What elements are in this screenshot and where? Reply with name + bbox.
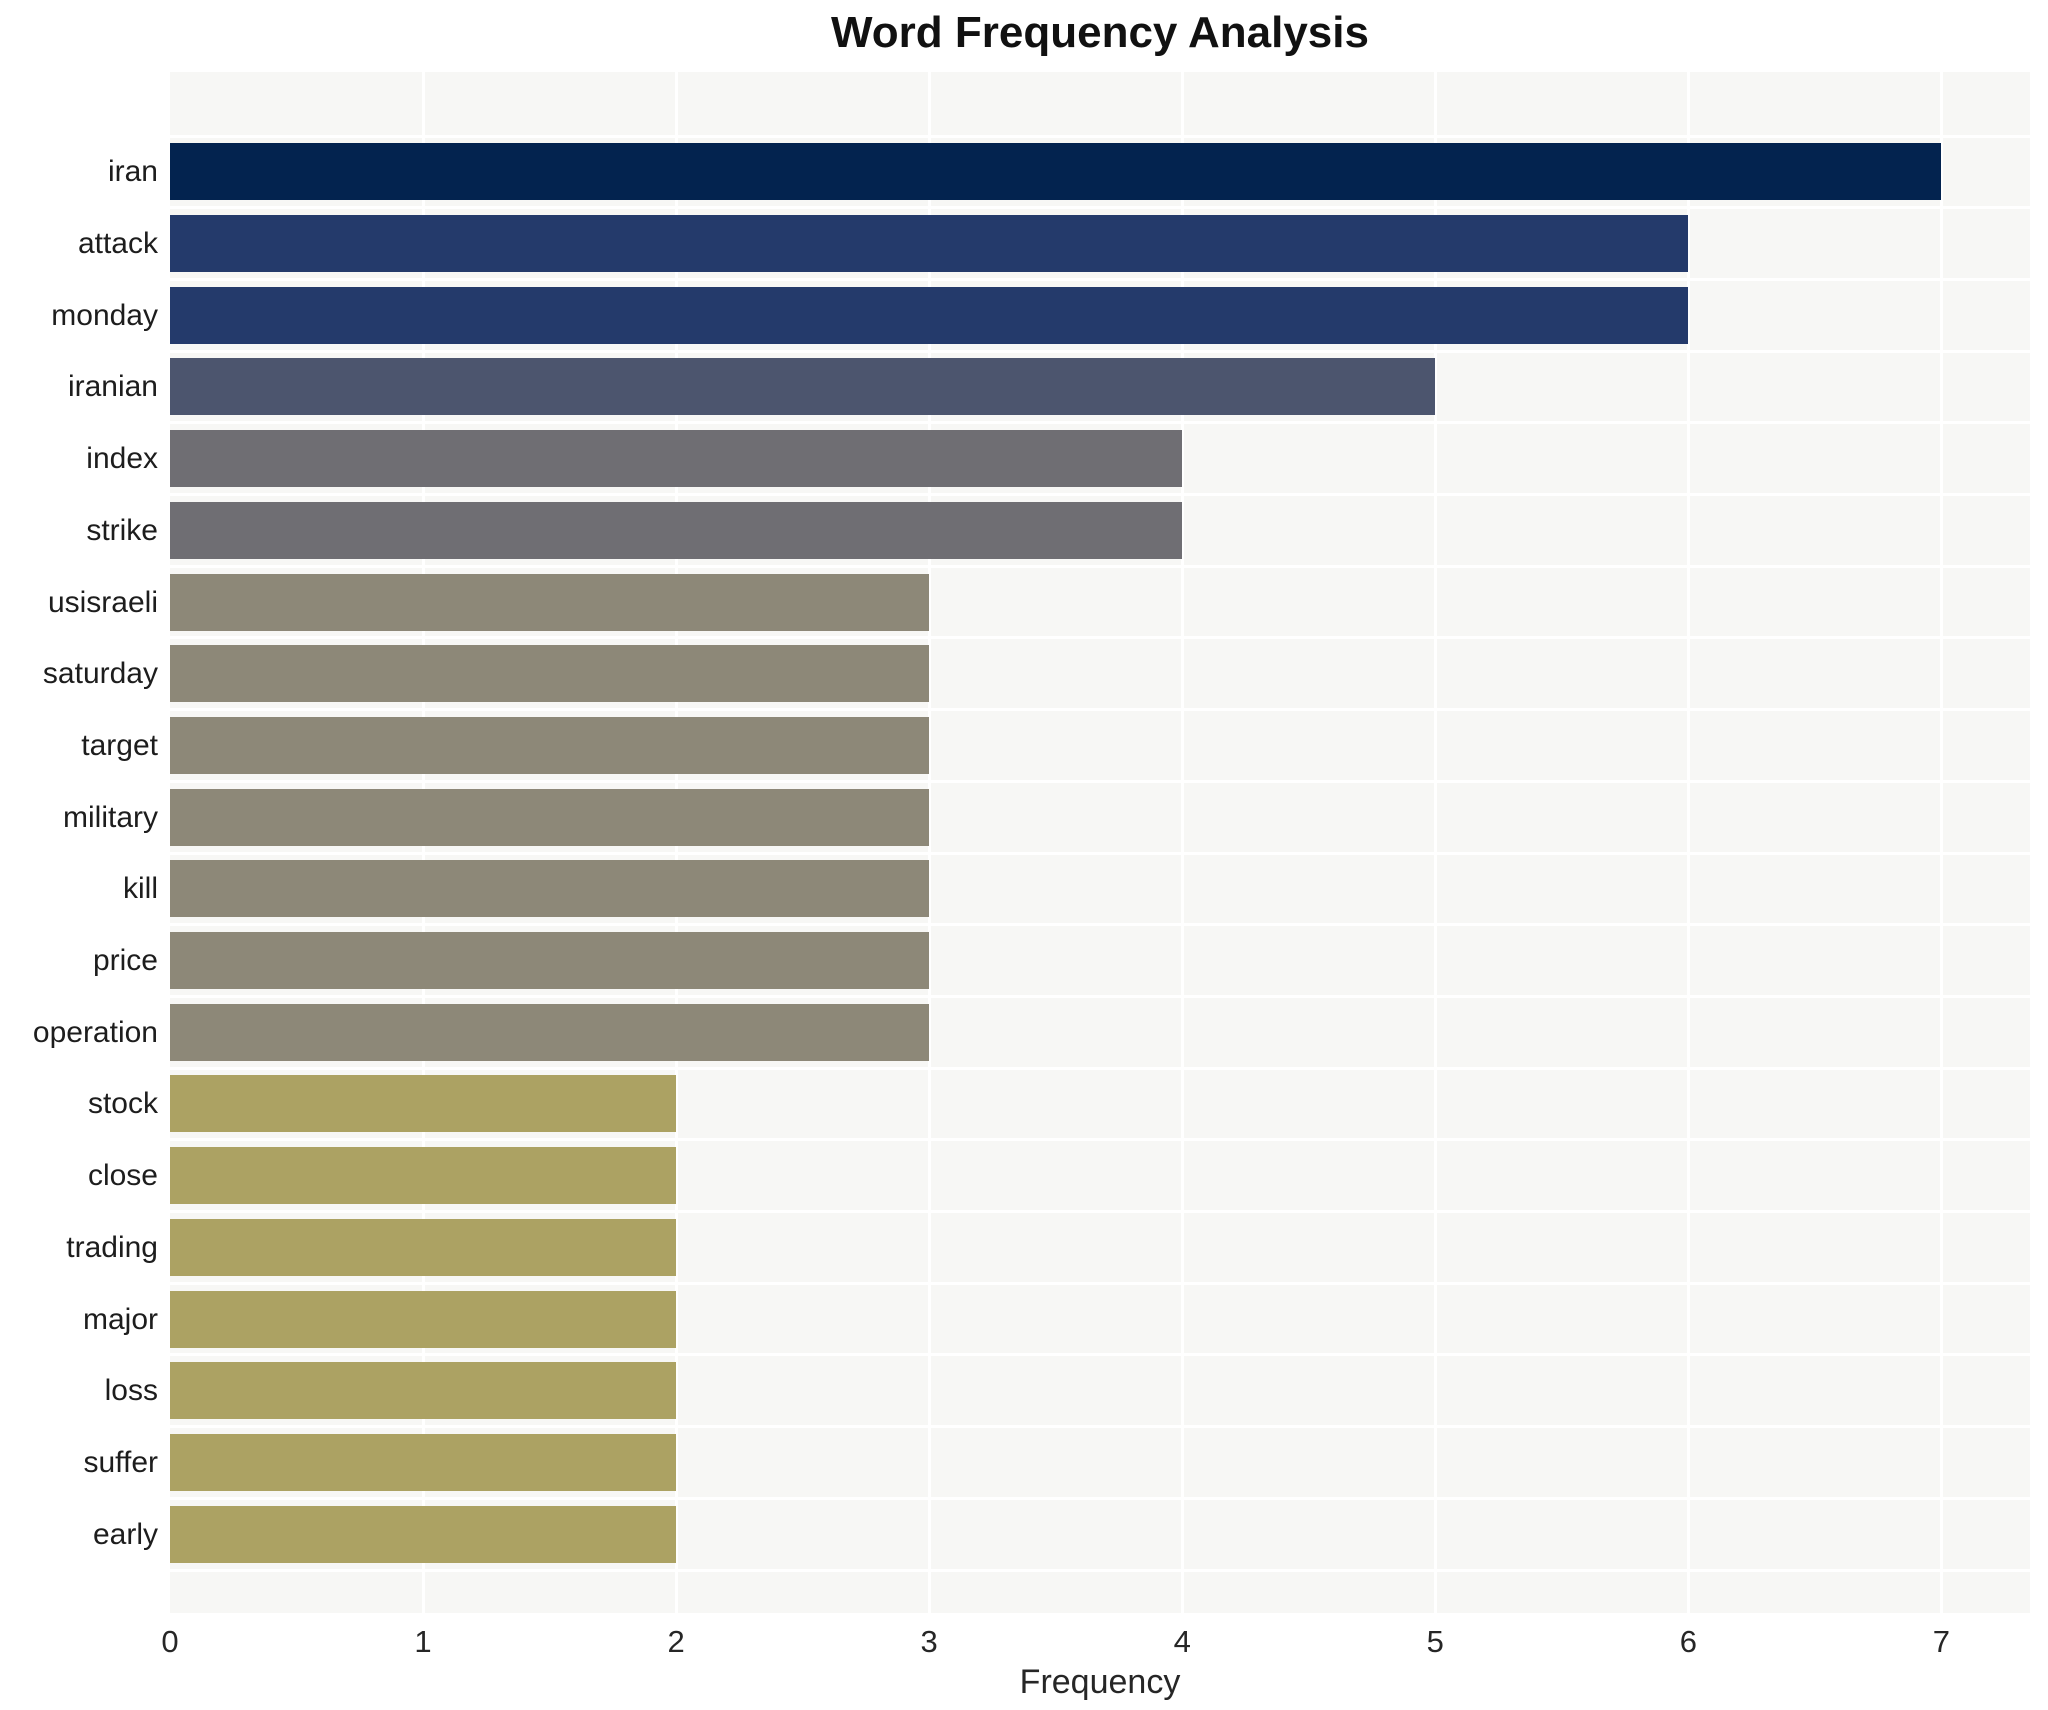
y-tick-label-index: index	[86, 442, 158, 476]
h-gridline	[170, 851, 2030, 855]
y-tick-label-iranian: iranian	[67, 370, 158, 404]
y-tick-label-trading: trading	[66, 1230, 158, 1264]
h-gridline	[170, 564, 2030, 568]
y-tick-label-loss: loss	[104, 1374, 158, 1408]
h-gridline	[170, 1353, 2030, 1357]
y-tick-label-strike: strike	[86, 513, 158, 547]
bar-saturday	[170, 645, 930, 703]
h-gridline	[170, 349, 2030, 353]
y-tick-label-stock: stock	[87, 1087, 158, 1121]
y-tick-label-kill: kill	[123, 872, 158, 906]
bar-major	[170, 1290, 677, 1348]
v-gridline	[1939, 72, 1943, 1613]
bar-early	[170, 1505, 677, 1563]
x-tick-label-5: 5	[1426, 1624, 1444, 1659]
h-gridline	[170, 1210, 2030, 1213]
x-tick-label-7: 7	[1932, 1624, 1951, 1659]
bar-iran	[170, 143, 1942, 201]
h-gridline	[170, 134, 2030, 138]
h-gridline	[170, 1496, 2030, 1500]
x-axis-title: Frequency	[1019, 1663, 1181, 1701]
h-gridline	[170, 923, 2030, 927]
y-tick-label-early: early	[92, 1517, 158, 1551]
plot-area	[170, 72, 2030, 1613]
bar-iranian	[170, 358, 1436, 416]
y-tick-label-usisraeli: usisraeli	[47, 585, 158, 619]
bar-monday	[170, 286, 1689, 344]
x-tick-label-3: 3	[920, 1624, 938, 1659]
h-gridline	[170, 708, 2030, 712]
h-gridline	[170, 1138, 2030, 1142]
bar-stock	[170, 1075, 677, 1133]
v-gridline	[1433, 72, 1437, 1613]
h-gridline	[170, 779, 2030, 783]
y-tick-label-attack: attack	[77, 227, 158, 261]
bar-trading	[170, 1218, 677, 1276]
bar-attack	[170, 215, 1689, 273]
y-tick-label-suffer: suffer	[83, 1445, 159, 1479]
h-gridline	[170, 493, 2030, 496]
y-tick-label-iran: iran	[107, 155, 158, 189]
y-tick-label-major: major	[82, 1302, 158, 1336]
bar-price	[170, 932, 930, 990]
y-tick-label-military: military	[63, 800, 158, 834]
h-gridline	[170, 636, 2030, 640]
bar-suffer	[170, 1433, 677, 1491]
bar-operation	[170, 1003, 930, 1061]
y-tick-label-close: close	[87, 1159, 158, 1193]
v-gridline	[1686, 72, 1690, 1613]
chart-title: Word Frequency Analysis	[831, 8, 1369, 57]
h-gridline	[170, 1066, 2030, 1070]
bar-loss	[170, 1362, 677, 1420]
v-gridline	[1180, 72, 1184, 1613]
y-tick-label-monday: monday	[51, 298, 158, 332]
x-tick-label-1: 1	[414, 1624, 432, 1659]
y-tick-label-operation: operation	[32, 1015, 158, 1049]
y-tick-label-target: target	[81, 728, 158, 762]
h-gridline	[170, 277, 2030, 281]
h-gridline	[170, 1281, 2030, 1285]
bar-strike	[170, 501, 1183, 559]
y-tick-label-price: price	[92, 944, 158, 978]
x-tick-label-2: 2	[667, 1624, 685, 1659]
h-gridline	[170, 994, 2030, 998]
bar-index	[170, 430, 1183, 488]
x-tick-label-0: 0	[161, 1624, 179, 1659]
h-gridline	[170, 1425, 2030, 1429]
x-tick-label-4: 4	[1173, 1624, 1191, 1659]
v-gridline	[927, 72, 931, 1613]
x-tick-label-6: 6	[1679, 1624, 1697, 1659]
bar-military	[170, 788, 930, 846]
h-gridline	[170, 1568, 2030, 1572]
bar-usisraeli	[170, 573, 930, 631]
y-tick-label-saturday: saturday	[42, 657, 158, 691]
h-gridline	[170, 206, 2030, 210]
h-gridline	[170, 421, 2030, 425]
bar-target	[170, 716, 930, 774]
bar-close	[170, 1147, 677, 1205]
bar-kill	[170, 860, 930, 918]
